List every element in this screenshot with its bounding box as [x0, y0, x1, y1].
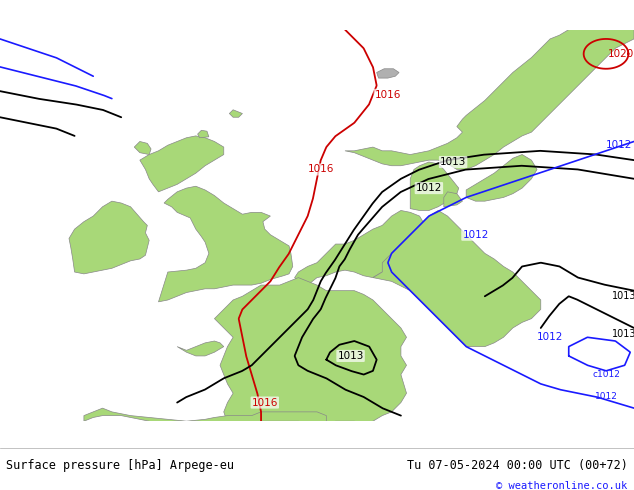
Polygon shape	[345, 20, 634, 170]
Polygon shape	[377, 69, 399, 78]
Polygon shape	[134, 142, 151, 154]
Text: 1013: 1013	[440, 157, 467, 167]
Polygon shape	[84, 408, 327, 425]
Text: Tu 07-05-2024 00:00 UTC (00+72): Tu 07-05-2024 00:00 UTC (00+72)	[407, 459, 628, 471]
Polygon shape	[198, 130, 209, 138]
Polygon shape	[466, 154, 537, 201]
Polygon shape	[214, 278, 406, 429]
Text: 1012: 1012	[462, 230, 489, 240]
Polygon shape	[444, 192, 462, 207]
Text: 1013: 1013	[337, 351, 364, 361]
Text: Surface pressure [hPa] Arpege-eu: Surface pressure [hPa] Arpege-eu	[6, 459, 235, 471]
Text: 1016: 1016	[252, 397, 278, 408]
Text: 1012: 1012	[416, 183, 442, 193]
Polygon shape	[230, 110, 242, 117]
Text: 1013: 1013	[612, 329, 634, 339]
Polygon shape	[140, 136, 224, 192]
Polygon shape	[410, 162, 459, 211]
Text: 1020: 1020	[608, 49, 634, 59]
Polygon shape	[177, 341, 224, 356]
Polygon shape	[373, 211, 541, 346]
Text: 1012: 1012	[595, 392, 618, 401]
Text: © weatheronline.co.uk: © weatheronline.co.uk	[496, 481, 628, 490]
Text: 1012: 1012	[606, 140, 632, 150]
Text: 1012: 1012	[537, 332, 563, 343]
Polygon shape	[69, 201, 149, 274]
Text: c1012: c1012	[592, 370, 620, 379]
Polygon shape	[158, 186, 293, 302]
Polygon shape	[295, 211, 425, 285]
Text: 1016: 1016	[307, 165, 334, 174]
Text: 1013: 1013	[612, 291, 634, 301]
Text: 1016: 1016	[375, 90, 401, 100]
